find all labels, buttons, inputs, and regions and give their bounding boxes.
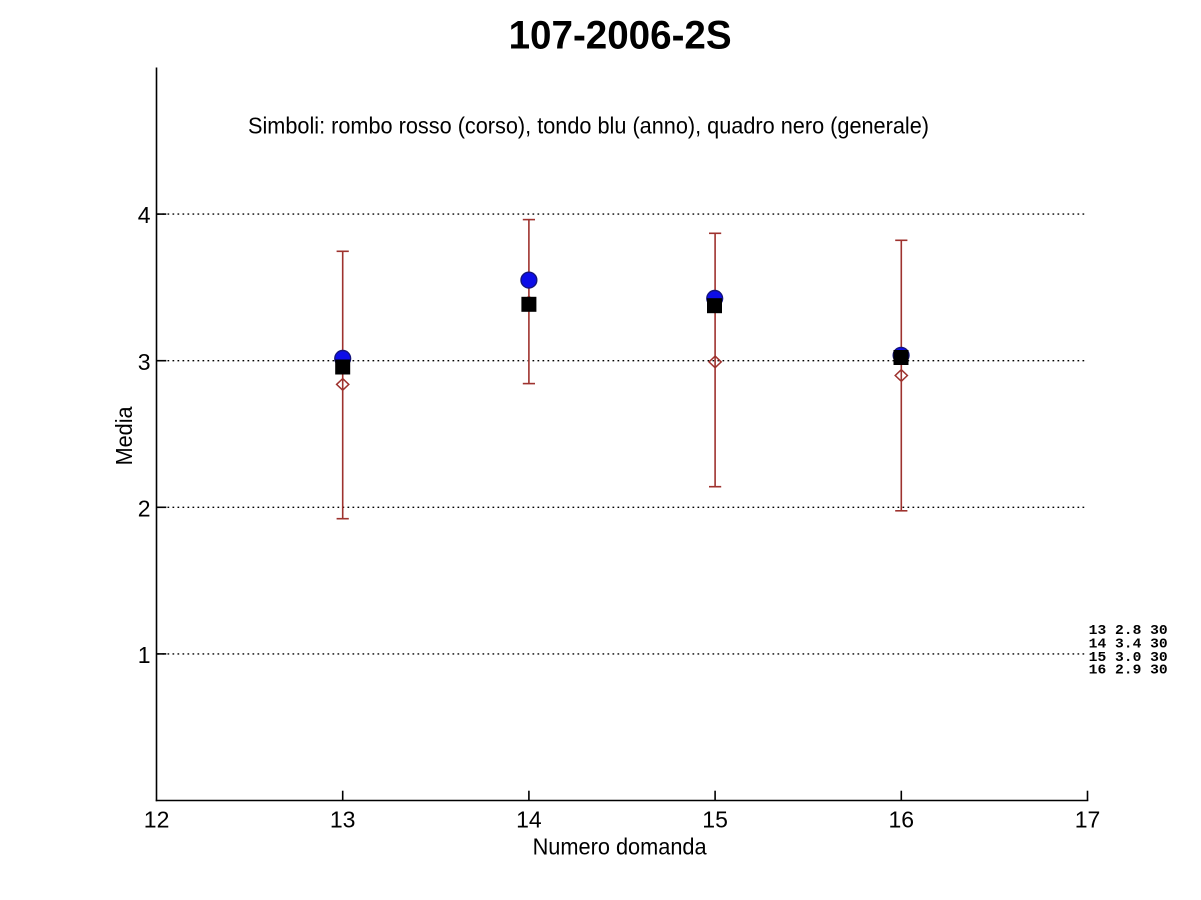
svg-text:3: 3 xyxy=(138,349,151,375)
svg-text:12: 12 xyxy=(144,807,170,833)
svg-text:16: 16 xyxy=(889,807,915,833)
svg-text:16 2.9 30: 16 2.9 30 xyxy=(1089,663,1168,679)
svg-text:15: 15 xyxy=(702,807,728,833)
svg-text:14 3.4 30: 14 3.4 30 xyxy=(1089,637,1168,653)
svg-text:14: 14 xyxy=(516,807,542,833)
svg-text:15 3.0 30: 15 3.0 30 xyxy=(1089,650,1168,666)
svg-text:4: 4 xyxy=(138,202,151,228)
svg-text:Simboli: rombo rosso (corso),: Simboli: rombo rosso (corso), tondo blu … xyxy=(248,113,929,139)
svg-text:Numero domanda: Numero domanda xyxy=(533,834,707,860)
svg-text:1: 1 xyxy=(138,642,151,668)
svg-text:2: 2 xyxy=(138,495,151,521)
svg-text:17: 17 xyxy=(1075,807,1101,833)
svg-text:Media: Media xyxy=(111,406,137,465)
svg-text:13: 13 xyxy=(330,807,356,833)
svg-text:13 2.8 30: 13 2.8 30 xyxy=(1089,623,1168,639)
svg-text:107-2006-2S: 107-2006-2S xyxy=(509,14,732,58)
